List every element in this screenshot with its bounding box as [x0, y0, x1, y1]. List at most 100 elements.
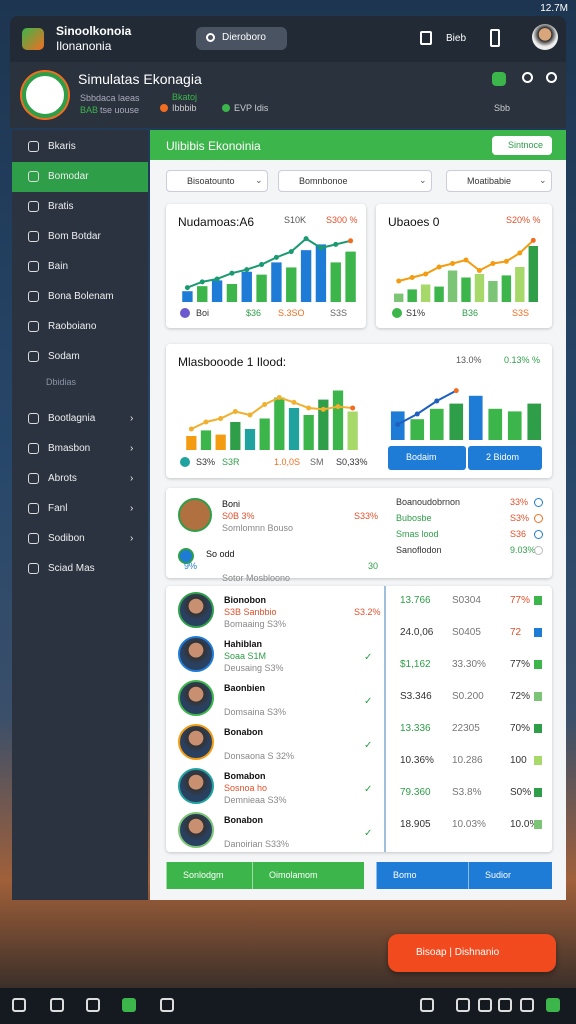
filter-dropdown[interactable]: Bisoatounto ⌄: [166, 170, 268, 192]
taskbar-icon[interactable]: [160, 998, 174, 1012]
taskbar-icon[interactable]: [546, 998, 560, 1012]
row-cell: S3.346: [400, 691, 432, 702]
action-icon[interactable]: [490, 29, 500, 47]
taskbar-icon[interactable]: [520, 998, 534, 1012]
taskbar-icon[interactable]: [50, 998, 64, 1012]
nav-icon: [28, 533, 39, 544]
header-line2: tse uouse: [100, 105, 140, 115]
row-cell: 24.0,06: [400, 627, 434, 638]
bar: [315, 244, 327, 302]
summary-value: S3%: [510, 513, 530, 523]
nav-item[interactable]: Bratis: [12, 192, 148, 222]
check-icon: ✓: [364, 740, 373, 751]
summary-label: Bubosbe: [396, 513, 432, 523]
trend-point: [203, 419, 209, 425]
taskbar-icon[interactable]: [456, 998, 470, 1012]
action-label[interactable]: Bieb: [446, 33, 467, 44]
nav-item[interactable]: Sciad Mas: [12, 554, 148, 584]
chevron: ›: [130, 413, 134, 424]
logo: [22, 72, 68, 118]
bar: [303, 415, 314, 450]
avatar[interactable]: [532, 24, 558, 50]
taskbar-icon[interactable]: [12, 998, 26, 1012]
taskbar-icon[interactable]: [498, 998, 512, 1012]
filter-dropdown[interactable]: Moatibabie ⌄: [446, 170, 552, 192]
taskbar-icon[interactable]: [86, 998, 100, 1012]
icon[interactable]: [522, 72, 533, 83]
nav-item[interactable]: Sodibon ›: [12, 524, 148, 554]
row-cell: 100: [510, 755, 527, 766]
trend-point: [188, 426, 194, 432]
bar: [286, 267, 297, 302]
trend-point: [244, 267, 250, 273]
nav-item[interactable]: Bootlagnia ›: [12, 404, 148, 434]
nav-icon: [28, 171, 39, 182]
trend-point: [273, 254, 279, 260]
card: Ubaoes 0 S20% % S1% B36 S3S: [376, 204, 552, 328]
bar: [241, 271, 252, 302]
search-pill[interactable]: Dieroboro: [196, 27, 287, 50]
bar: [330, 262, 341, 302]
action-button[interactable]: Sonlodgm: [166, 862, 252, 889]
row-cell: 10.286: [452, 755, 483, 766]
floating-button[interactable]: Bisoap | Dishnanio: [388, 934, 556, 972]
nav-item[interactable]: Raoboiano: [12, 312, 148, 342]
icon[interactable]: [546, 72, 557, 83]
row-sub: Domsaina S3%: [224, 707, 287, 717]
action-button[interactable]: Sudior: [468, 862, 552, 889]
row-name: Bonabon: [224, 727, 263, 737]
nav-item[interactable]: Bkaris: [12, 132, 148, 162]
card-title: Ubaoes 0: [388, 215, 440, 229]
check-icon: ✓: [364, 784, 373, 795]
bar: [528, 246, 538, 302]
header-title: Simulatas Ekonagia: [78, 71, 202, 87]
bar: [347, 411, 358, 450]
trend-point: [288, 249, 294, 255]
action-button[interactable]: Oimolamom: [252, 862, 364, 889]
action-button[interactable]: Bomo: [376, 862, 468, 889]
check-icon: ✓: [364, 696, 373, 707]
row-cell: 10.0%: [510, 819, 539, 830]
nav-label: Abrots: [48, 473, 77, 484]
row-cell: S0%: [510, 787, 532, 798]
check-icon: ✓: [364, 652, 373, 663]
taskbar-icon[interactable]: [478, 998, 492, 1012]
nav-icon: [28, 201, 39, 212]
notif-icon[interactable]: [492, 72, 506, 86]
header-right-label: Sbb: [494, 103, 511, 113]
trend-point: [423, 271, 429, 277]
card-change: S300 %: [326, 215, 358, 225]
taskbar-icon[interactable]: [122, 998, 136, 1012]
chevron: ›: [130, 473, 134, 484]
action-icon[interactable]: [420, 31, 432, 45]
nav-icon: [28, 503, 39, 514]
card-footer-value: S.3SO: [278, 308, 305, 318]
dot: [160, 104, 168, 112]
trend-point: [463, 257, 469, 263]
card-footer-value: S3R: [222, 457, 240, 467]
taskbar-icon[interactable]: [420, 998, 434, 1012]
header-panel: Simulatas Ekonagia Sbbdaca laeas BAB tse uo…: [10, 62, 566, 128]
nav-item[interactable]: Bomodar: [12, 162, 148, 192]
nav-label: Bom Botdar: [48, 231, 101, 242]
avatar: [178, 768, 214, 804]
card-button[interactable]: 2 Bidom: [468, 446, 542, 470]
nav-item[interactable]: Fanl ›: [12, 494, 148, 524]
nav-item[interactable]: Bona Bolenam: [12, 282, 148, 312]
nav-item[interactable]: Bom Botdar: [12, 222, 148, 252]
card-button[interactable]: Bodaim: [388, 446, 466, 470]
nav-item[interactable]: Bain: [12, 252, 148, 282]
panel-button[interactable]: Sintnoce: [492, 136, 552, 155]
trend-point: [184, 285, 190, 291]
filter-dropdown[interactable]: Bomnbonoe ⌄: [278, 170, 432, 192]
trend-point: [259, 262, 265, 268]
dot: [180, 457, 190, 467]
nav-item[interactable]: Abrots ›: [12, 464, 148, 494]
row-value: S3.2%: [354, 607, 381, 617]
nav-label: Fanl: [48, 503, 68, 514]
card-footer-value: SM: [310, 457, 324, 467]
nav-item[interactable]: Bmasbon ›: [12, 434, 148, 464]
nav-item[interactable]: Sodam: [12, 342, 148, 372]
row-cell: 13.336: [400, 723, 431, 734]
card-title: Mlasbooode 1 Ilood:: [178, 355, 287, 369]
